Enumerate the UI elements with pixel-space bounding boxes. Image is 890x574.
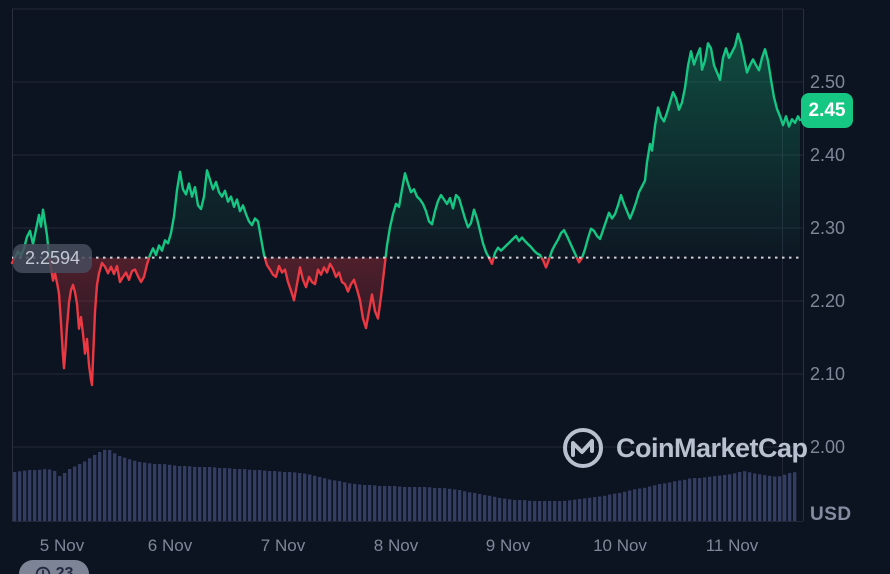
x-axis-label: 11 Nov — [705, 536, 759, 555]
chart-frame — [12, 9, 804, 522]
area-above-baseline — [12, 33, 800, 258]
y-axis-label: 2.10 — [810, 364, 846, 384]
current-price-badge: 2.45 — [801, 93, 853, 128]
y-axis-label: 2.00 — [810, 437, 846, 457]
y-axis-label: 2.40 — [810, 145, 846, 165]
x-axis-label: 7 Nov — [260, 536, 306, 555]
currency-label: USD — [810, 504, 852, 525]
x-axis-label: 10 Nov — [593, 536, 647, 555]
y-axis-label: 2.50 — [810, 72, 846, 92]
volume-bars — [13, 449, 797, 522]
baseline-price-label: 2.2594 — [13, 244, 93, 273]
coinmarketcap-watermark: CoinMarketCap — [561, 426, 808, 470]
clock-badge-text: 23 — [55, 565, 74, 574]
x-axis-label: 6 Nov — [147, 536, 193, 555]
price-line-up — [13, 32, 802, 258]
current-price-value: 2.45 — [808, 99, 846, 121]
baseline-price-value: 2.2594 — [25, 248, 81, 268]
y-axis-label: 2.20 — [810, 291, 846, 311]
y-axis-label: 2.30 — [810, 218, 846, 238]
x-axis-label: 9 Nov — [485, 536, 531, 555]
x-axis-label: 8 Nov — [373, 536, 419, 555]
clock-icon — [35, 566, 50, 574]
utc-clock-badge[interactable]: 23 — [19, 560, 89, 574]
watermark-text: CoinMarketCap — [616, 432, 808, 463]
x-axis-label: 5 Nov — [39, 536, 85, 555]
gridlines — [12, 8, 803, 448]
coinmarketcap-logo-icon — [563, 428, 603, 468]
price-line-down — [10, 257, 584, 387]
